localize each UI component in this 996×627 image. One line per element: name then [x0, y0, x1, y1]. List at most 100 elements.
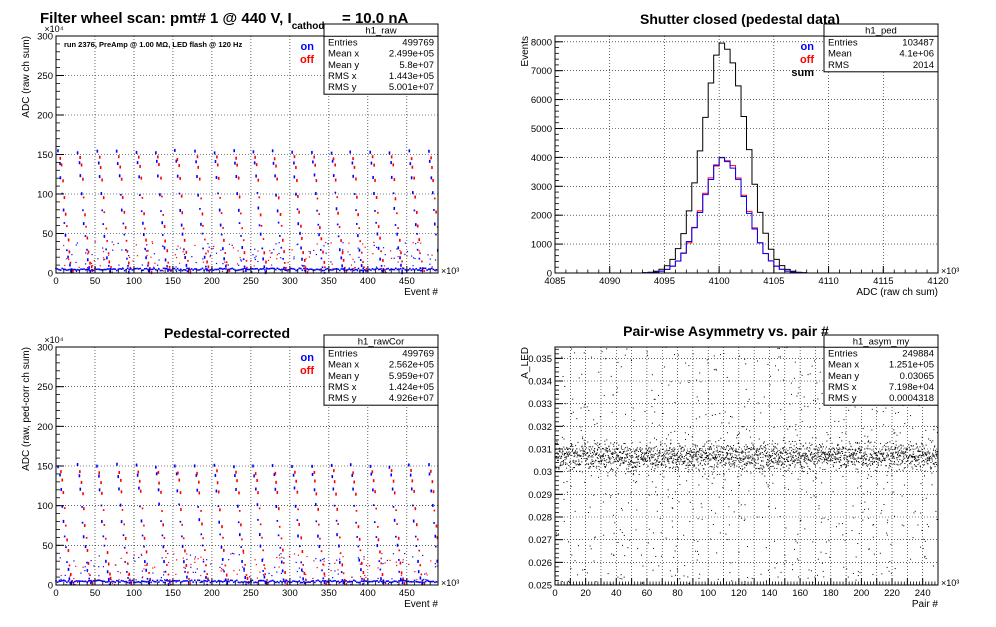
- outlier-point: [792, 564, 793, 565]
- outlier-point: [668, 496, 669, 497]
- outlier-point: [824, 518, 825, 519]
- data-point: [928, 451, 929, 452]
- outlier-point: [864, 502, 865, 503]
- outlier-point: [814, 456, 815, 457]
- data-point: [155, 581, 157, 583]
- outlier-point: [929, 460, 930, 461]
- data-point: [919, 462, 920, 463]
- data-point: [910, 462, 911, 463]
- data-point: [838, 459, 839, 460]
- data-point: [360, 259, 362, 261]
- x-tick-label: 0: [53, 276, 58, 287]
- stats-label: Mean y: [328, 371, 359, 382]
- data-point: [574, 452, 575, 453]
- data-point: [88, 573, 89, 574]
- data-point: [931, 473, 932, 474]
- data-point: [360, 549, 362, 551]
- data-point: [356, 581, 358, 583]
- data-point: [209, 247, 210, 248]
- data-point: [376, 247, 377, 248]
- data-point: [319, 226, 321, 229]
- data-point: [679, 457, 680, 458]
- outlier-point: [561, 357, 562, 358]
- data-point: [729, 458, 730, 459]
- outlier-point: [571, 555, 572, 556]
- data-point: [716, 447, 717, 448]
- data-point: [267, 582, 269, 584]
- data-point: [906, 449, 907, 450]
- data-point: [199, 208, 201, 210]
- data-point: [652, 457, 653, 458]
- data-point: [721, 451, 722, 452]
- data-point: [221, 546, 223, 549]
- data-point: [867, 436, 868, 437]
- outlier-point: [648, 542, 649, 543]
- data-point: [641, 454, 642, 455]
- data-point: [385, 562, 386, 563]
- data-point: [302, 577, 304, 580]
- legend-entry-1: on: [301, 352, 315, 364]
- data-point: [772, 455, 773, 456]
- data-point: [169, 269, 171, 271]
- data-point: [300, 577, 301, 578]
- outlier-point: [685, 363, 686, 364]
- x-tick-label: 4120: [927, 276, 948, 287]
- data-point: [68, 568, 70, 571]
- chart-title-text: Shutter closed (pedestal data): [640, 11, 840, 27]
- data-point: [369, 581, 371, 583]
- outlier-point: [779, 348, 780, 349]
- data-point: [820, 455, 821, 456]
- data-point: [64, 222, 66, 224]
- data-point: [629, 455, 630, 456]
- data-point: [830, 451, 831, 452]
- x-axis-label: Event #: [404, 287, 438, 298]
- data-point: [412, 479, 414, 482]
- data-point: [612, 453, 613, 454]
- data-point: [206, 260, 208, 263]
- data-point: [136, 268, 138, 270]
- data-point: [642, 458, 643, 459]
- data-point: [840, 460, 841, 461]
- data-point: [414, 571, 415, 572]
- data-point: [338, 235, 340, 237]
- data-point: [874, 453, 875, 454]
- data-point: [313, 156, 315, 159]
- data-point: [804, 458, 805, 459]
- data-point: [733, 451, 734, 452]
- data-point: [220, 581, 222, 583]
- data-point: [914, 456, 915, 457]
- data-point: [762, 457, 763, 458]
- data-point: [351, 264, 352, 265]
- data-point: [324, 572, 326, 575]
- data-point: [331, 570, 332, 571]
- data-point: [640, 450, 641, 451]
- data-point: [411, 269, 413, 271]
- data-point: [618, 456, 619, 457]
- data-point: [195, 160, 197, 163]
- data-point: [317, 508, 319, 511]
- outlier-point: [890, 544, 891, 545]
- data-point: [354, 166, 356, 169]
- data-point: [695, 455, 696, 456]
- data-point: [336, 533, 338, 536]
- data-point: [593, 466, 594, 467]
- data-point: [87, 549, 89, 552]
- data-point: [105, 269, 107, 271]
- data-point: [856, 468, 857, 469]
- data-point: [203, 561, 205, 563]
- data-point: [292, 580, 294, 582]
- data-point: [864, 455, 865, 456]
- data-point: [143, 525, 145, 527]
- data-point: [111, 269, 113, 271]
- data-point: [184, 549, 186, 552]
- data-point: [818, 447, 819, 448]
- data-point: [163, 574, 164, 575]
- data-point: [354, 193, 356, 195]
- data-point: [888, 468, 889, 469]
- data-point: [356, 536, 358, 538]
- data-point: [900, 464, 901, 465]
- data-point: [897, 457, 898, 458]
- data-point: [278, 534, 280, 536]
- outlier-point: [913, 537, 914, 538]
- data-point: [790, 456, 791, 457]
